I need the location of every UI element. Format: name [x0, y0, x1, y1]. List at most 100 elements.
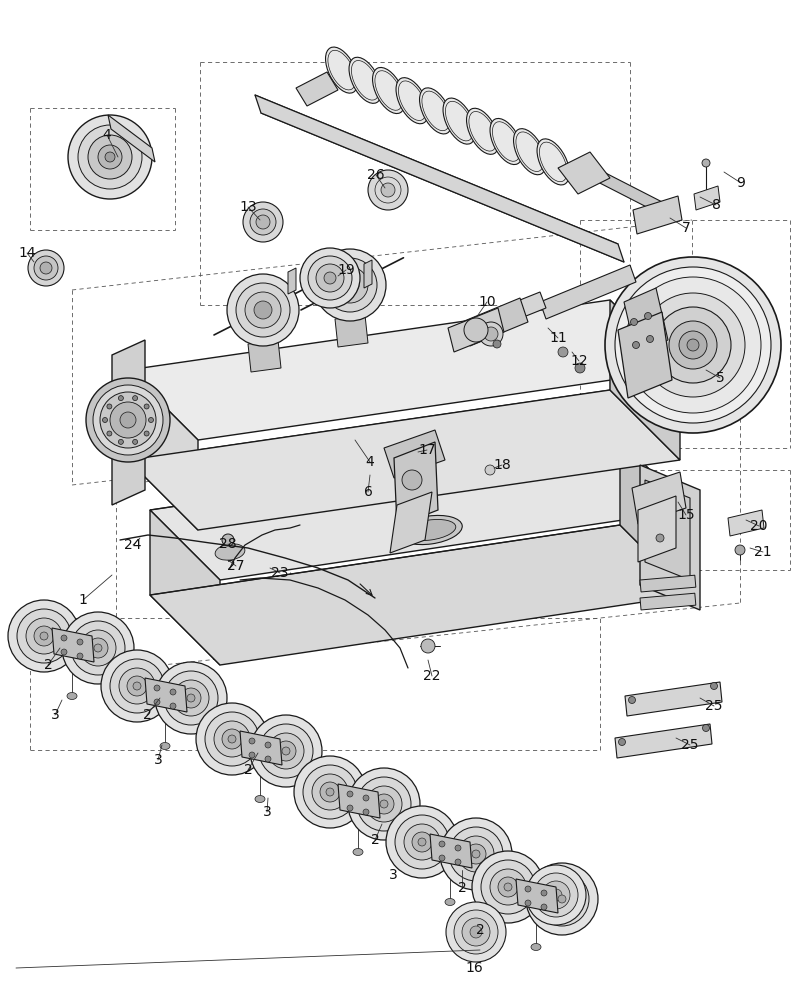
Circle shape	[250, 209, 276, 235]
Circle shape	[557, 895, 565, 903]
Circle shape	[420, 639, 435, 653]
Text: 19: 19	[337, 263, 354, 277]
Circle shape	[132, 396, 137, 401]
Circle shape	[668, 321, 716, 369]
Circle shape	[276, 741, 296, 761]
Circle shape	[281, 747, 290, 755]
Circle shape	[453, 910, 497, 954]
Circle shape	[264, 742, 271, 748]
Text: 28: 28	[219, 537, 237, 551]
Text: 3: 3	[153, 753, 162, 767]
Text: 20: 20	[749, 519, 767, 533]
Polygon shape	[128, 370, 198, 530]
Circle shape	[325, 788, 333, 796]
Circle shape	[255, 215, 270, 229]
Circle shape	[88, 135, 132, 179]
Polygon shape	[449, 292, 545, 344]
Circle shape	[86, 378, 169, 462]
Text: 3: 3	[262, 805, 271, 819]
Polygon shape	[128, 300, 679, 440]
Circle shape	[98, 145, 122, 169]
Polygon shape	[430, 834, 471, 868]
Ellipse shape	[397, 515, 461, 545]
Circle shape	[484, 465, 495, 475]
Circle shape	[294, 756, 366, 828]
Circle shape	[439, 855, 444, 861]
Text: 6: 6	[363, 485, 372, 499]
Ellipse shape	[443, 98, 475, 144]
Circle shape	[254, 301, 272, 319]
Polygon shape	[614, 724, 711, 758]
Text: 27: 27	[227, 559, 244, 573]
Circle shape	[102, 418, 107, 422]
Text: 12: 12	[569, 354, 587, 368]
Polygon shape	[335, 315, 367, 347]
Circle shape	[250, 715, 322, 787]
Polygon shape	[52, 628, 94, 662]
Polygon shape	[150, 525, 689, 665]
Text: 16: 16	[465, 961, 483, 975]
Text: 9: 9	[736, 176, 744, 190]
Circle shape	[702, 159, 709, 167]
Bar	[639, 593, 695, 610]
Text: 3: 3	[50, 708, 59, 722]
Circle shape	[242, 202, 283, 242]
Polygon shape	[145, 678, 187, 712]
Circle shape	[540, 904, 547, 910]
Circle shape	[618, 738, 624, 746]
Text: 14: 14	[18, 246, 36, 260]
Circle shape	[107, 404, 112, 409]
Text: 5: 5	[714, 371, 723, 385]
Circle shape	[644, 312, 650, 320]
Circle shape	[471, 851, 543, 923]
Circle shape	[367, 170, 407, 210]
Polygon shape	[288, 268, 296, 294]
Ellipse shape	[536, 139, 569, 185]
Circle shape	[323, 258, 376, 312]
Circle shape	[439, 841, 444, 847]
Circle shape	[118, 439, 123, 444]
Polygon shape	[389, 492, 431, 553]
Text: 2: 2	[457, 881, 466, 895]
Circle shape	[133, 682, 141, 690]
Circle shape	[348, 768, 419, 840]
Ellipse shape	[255, 796, 264, 802]
Circle shape	[366, 786, 401, 822]
Circle shape	[259, 724, 312, 778]
Circle shape	[181, 688, 201, 708]
Circle shape	[678, 331, 706, 359]
Circle shape	[702, 724, 709, 732]
Text: 4: 4	[365, 455, 374, 469]
Ellipse shape	[349, 57, 381, 103]
Circle shape	[385, 806, 457, 878]
Circle shape	[169, 703, 176, 709]
Polygon shape	[448, 308, 504, 352]
Polygon shape	[128, 390, 679, 530]
Circle shape	[341, 276, 358, 294]
Circle shape	[195, 703, 268, 775]
Circle shape	[307, 256, 351, 300]
Circle shape	[227, 274, 298, 346]
Circle shape	[534, 873, 577, 917]
Ellipse shape	[530, 944, 540, 950]
Circle shape	[526, 863, 597, 935]
Bar	[639, 575, 695, 592]
Circle shape	[187, 694, 195, 702]
Circle shape	[204, 712, 259, 766]
Circle shape	[646, 336, 653, 342]
Circle shape	[228, 735, 236, 743]
Circle shape	[164, 671, 217, 725]
Circle shape	[655, 534, 663, 542]
Polygon shape	[639, 465, 699, 610]
Text: 25: 25	[705, 699, 722, 713]
Ellipse shape	[419, 88, 452, 134]
Text: 1: 1	[79, 593, 88, 607]
Ellipse shape	[372, 67, 405, 114]
Text: 17: 17	[418, 443, 436, 457]
Circle shape	[557, 347, 568, 357]
Circle shape	[614, 267, 770, 423]
Circle shape	[463, 318, 487, 342]
Circle shape	[127, 676, 147, 696]
Circle shape	[155, 662, 227, 734]
Polygon shape	[587, 164, 672, 220]
